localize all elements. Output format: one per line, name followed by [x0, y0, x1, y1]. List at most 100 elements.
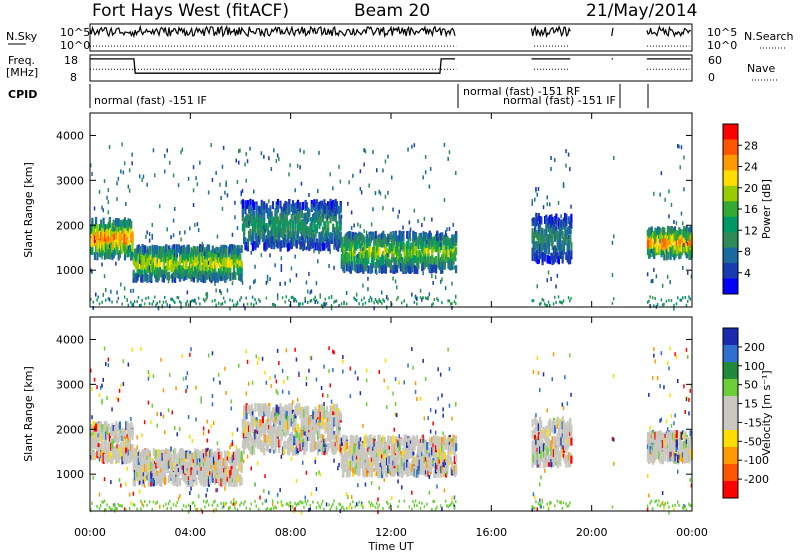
power-cell — [93, 206, 96, 211]
velocity-cell — [255, 354, 257, 359]
power-cell — [224, 266, 227, 275]
power-cell — [186, 299, 189, 303]
velocity-cell — [185, 475, 188, 484]
velocity-cell — [251, 380, 254, 385]
power-cell — [101, 205, 103, 210]
velocity-cell — [320, 404, 323, 412]
power-cell — [546, 255, 549, 264]
power-cell — [426, 240, 428, 245]
power-cell — [383, 248, 386, 257]
velocity-cell — [293, 435, 296, 444]
power-cell — [169, 248, 172, 257]
power-cell — [169, 260, 172, 268]
power-cell — [243, 222, 246, 231]
velocity-cell — [240, 501, 242, 505]
power-cell — [207, 190, 210, 195]
power-cell — [451, 241, 454, 250]
power-cell — [156, 261, 159, 270]
power-cell — [360, 253, 364, 262]
power-cell — [447, 299, 449, 303]
power-cell — [668, 237, 671, 246]
power-cell — [209, 266, 212, 275]
power-cell — [673, 232, 676, 241]
power-cell — [220, 244, 223, 253]
velocity-cell — [152, 500, 155, 504]
velocity-cell — [245, 391, 247, 396]
power-cell — [339, 216, 342, 225]
power-cell — [131, 241, 134, 250]
velocity-cell — [117, 434, 120, 443]
power-cell — [379, 257, 382, 266]
velocity-cell — [302, 501, 304, 505]
velocity-cell — [100, 504, 102, 508]
power-cell — [176, 261, 179, 270]
power-cell — [300, 241, 303, 249]
velocity-cell — [142, 458, 145, 466]
velocity-cell — [296, 397, 299, 402]
velocity-cell — [211, 394, 214, 398]
power-cell — [152, 300, 155, 303]
power-cell — [653, 191, 655, 196]
power-cell — [231, 281, 234, 286]
y-tick-label: 4000 — [56, 129, 84, 142]
power-cell — [417, 239, 420, 248]
power-cell — [202, 262, 206, 271]
power-cell — [229, 272, 232, 281]
power-cell — [335, 299, 338, 303]
power-cell — [172, 173, 175, 178]
velocity-cell — [254, 434, 257, 443]
power-cell — [179, 265, 182, 274]
power-cell — [239, 260, 242, 269]
velocity-cell — [176, 466, 179, 475]
power-cell — [383, 299, 385, 303]
power-cell — [421, 223, 423, 227]
power-cell — [355, 298, 358, 302]
power-cell — [105, 288, 107, 292]
power-cell — [224, 248, 227, 257]
power-cell — [411, 292, 413, 297]
power-cell — [567, 216, 570, 225]
power-cell — [106, 228, 109, 237]
power-cell — [210, 272, 213, 281]
power-cell — [216, 274, 219, 283]
power-cell — [661, 283, 664, 288]
power-cell — [270, 167, 273, 171]
power-cell — [151, 222, 153, 227]
power-cell — [116, 300, 118, 304]
velocity-cell — [194, 448, 197, 457]
power-cell — [293, 212, 296, 221]
power-cell — [437, 250, 440, 259]
power-cell — [192, 251, 195, 260]
power-cell — [166, 256, 169, 265]
power-cell — [340, 244, 343, 253]
power-cell — [365, 250, 369, 259]
velocity-cell — [235, 472, 238, 481]
power-cell — [679, 234, 682, 243]
velocity-cell — [275, 379, 278, 384]
power-cell — [296, 230, 300, 239]
power-cell — [682, 245, 685, 254]
power-cell — [537, 255, 540, 260]
power-cell — [685, 239, 688, 248]
velocity-cell — [324, 412, 327, 421]
velocity-cell — [143, 420, 146, 425]
velocity-cell — [224, 366, 226, 371]
velocity-cell — [261, 443, 264, 452]
power-cell — [138, 248, 142, 257]
velocity-cell — [314, 459, 316, 464]
power-cell — [107, 241, 110, 249]
velocity-cell — [195, 477, 198, 486]
power-cell — [288, 298, 290, 302]
power-cell — [359, 186, 362, 191]
power-cell — [428, 263, 431, 272]
velocity-cell — [170, 470, 173, 479]
power-cell — [122, 236, 125, 245]
power-cell — [560, 225, 563, 234]
power-cell — [362, 283, 364, 288]
velocity-cell — [103, 508, 106, 513]
power-cell — [325, 232, 328, 240]
velocity-cell — [172, 463, 175, 471]
power-cell — [389, 260, 392, 269]
power-cell — [427, 261, 430, 270]
velocity-cell — [107, 363, 110, 368]
